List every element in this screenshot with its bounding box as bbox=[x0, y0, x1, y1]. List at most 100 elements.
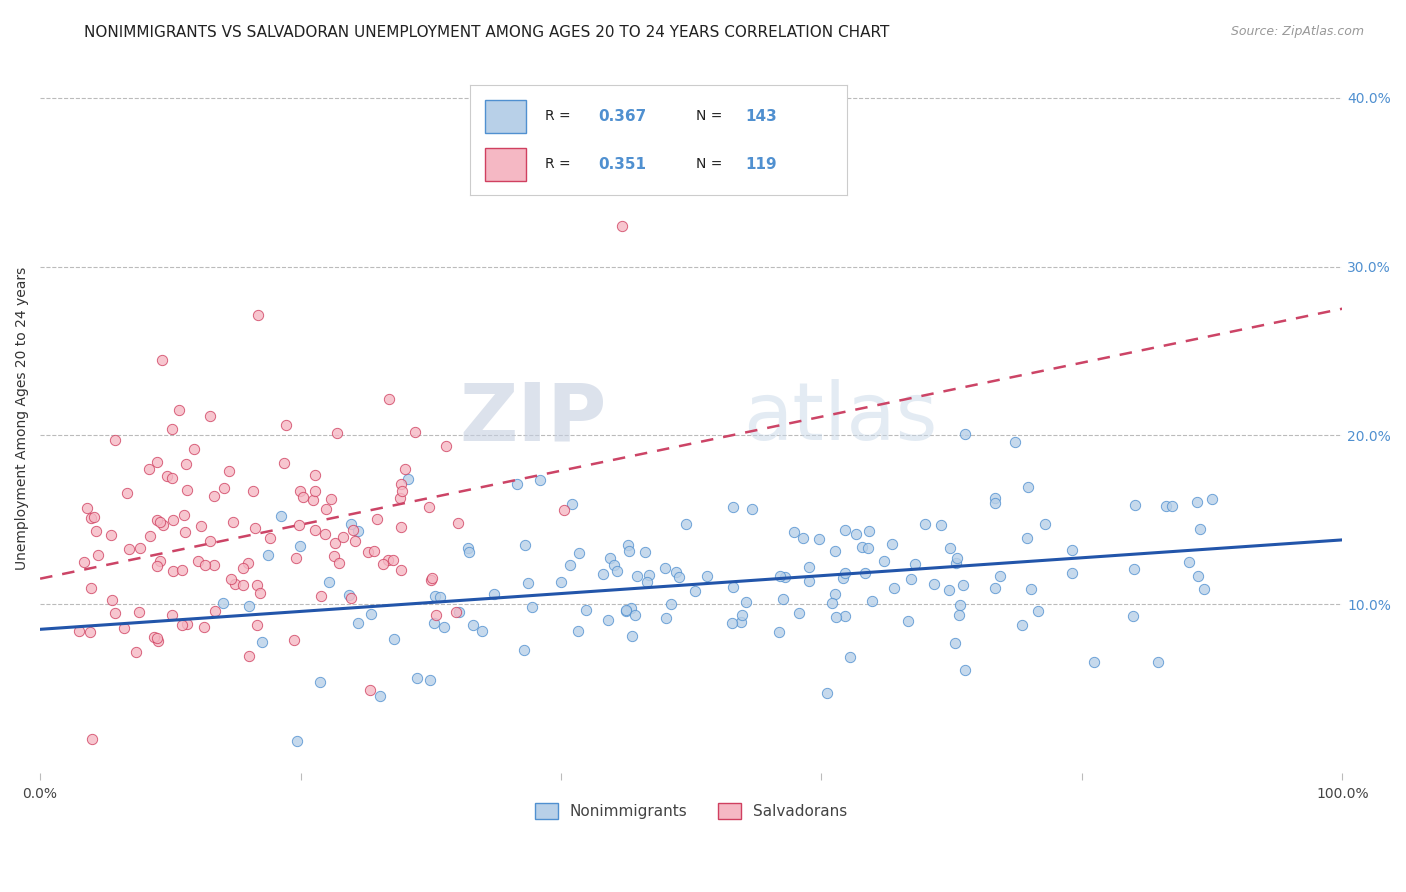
Point bbox=[984, 491, 1007, 505]
Point bbox=[943, 635, 966, 649]
Point bbox=[946, 551, 969, 566]
Point bbox=[1201, 492, 1223, 507]
Point bbox=[357, 545, 380, 559]
Point bbox=[938, 582, 960, 597]
Point bbox=[550, 575, 572, 590]
Point bbox=[173, 508, 195, 523]
Point bbox=[363, 543, 385, 558]
Point bbox=[146, 558, 169, 573]
Point bbox=[202, 489, 225, 503]
Point bbox=[832, 571, 855, 585]
Point bbox=[506, 477, 529, 491]
Point bbox=[620, 601, 643, 615]
Point bbox=[984, 496, 1007, 510]
Point bbox=[720, 616, 742, 631]
Point bbox=[242, 483, 264, 498]
Point bbox=[984, 581, 1007, 595]
Point bbox=[187, 554, 209, 568]
Point bbox=[735, 595, 758, 609]
Point bbox=[444, 605, 467, 619]
Point bbox=[638, 567, 661, 582]
Point bbox=[176, 616, 198, 631]
Point bbox=[405, 671, 427, 685]
Point bbox=[283, 633, 305, 648]
Point bbox=[721, 500, 744, 515]
Point bbox=[314, 527, 336, 541]
Point bbox=[169, 403, 191, 417]
Point bbox=[731, 608, 754, 623]
Point bbox=[218, 463, 240, 477]
Point bbox=[143, 630, 166, 644]
Point bbox=[839, 650, 862, 665]
Point bbox=[824, 587, 846, 601]
Point bbox=[146, 631, 169, 645]
Point bbox=[419, 673, 441, 687]
Point bbox=[160, 471, 183, 485]
Point bbox=[347, 524, 370, 538]
Point bbox=[382, 553, 405, 567]
Point bbox=[285, 734, 308, 748]
Point bbox=[1019, 582, 1042, 597]
Point bbox=[834, 523, 856, 537]
Point bbox=[457, 545, 479, 559]
Point bbox=[606, 564, 628, 578]
Point bbox=[236, 556, 259, 570]
Point bbox=[423, 616, 446, 631]
Point bbox=[945, 556, 967, 570]
Point bbox=[1123, 498, 1146, 512]
Point bbox=[156, 469, 179, 483]
Point bbox=[100, 528, 122, 542]
Point bbox=[513, 538, 536, 552]
Point bbox=[76, 501, 98, 516]
Point bbox=[183, 442, 205, 456]
Point bbox=[821, 596, 844, 610]
Point bbox=[914, 516, 936, 531]
Point bbox=[287, 517, 309, 532]
Point bbox=[596, 613, 619, 627]
Point bbox=[174, 457, 197, 471]
Point bbox=[858, 524, 880, 538]
Point bbox=[315, 502, 337, 516]
Point bbox=[319, 491, 342, 506]
Point bbox=[346, 615, 368, 630]
Point bbox=[145, 512, 167, 526]
Point bbox=[219, 572, 242, 586]
Point bbox=[104, 434, 127, 448]
Point bbox=[447, 516, 470, 531]
Point bbox=[204, 604, 226, 618]
Point bbox=[558, 558, 581, 572]
Point bbox=[160, 607, 183, 622]
Point bbox=[418, 500, 440, 515]
Point bbox=[87, 549, 110, 563]
Point bbox=[270, 509, 292, 524]
Point bbox=[302, 492, 325, 507]
Point bbox=[1028, 604, 1050, 618]
Point bbox=[309, 590, 332, 604]
Point bbox=[190, 519, 212, 533]
Point bbox=[924, 577, 946, 591]
Point bbox=[1178, 555, 1201, 569]
Point bbox=[817, 686, 839, 700]
Point bbox=[101, 593, 124, 607]
Point bbox=[67, 624, 90, 639]
Point bbox=[484, 587, 506, 601]
Point bbox=[198, 409, 221, 423]
Point bbox=[378, 392, 401, 406]
Point bbox=[772, 591, 794, 606]
Point bbox=[73, 555, 96, 569]
Point bbox=[394, 462, 416, 476]
Point bbox=[323, 536, 346, 550]
Point bbox=[328, 556, 350, 570]
Point bbox=[103, 607, 125, 621]
Point bbox=[389, 491, 412, 505]
Point bbox=[304, 483, 326, 498]
Point bbox=[222, 515, 245, 529]
Point bbox=[433, 620, 456, 634]
Point bbox=[274, 418, 297, 433]
Point bbox=[323, 549, 346, 564]
Point bbox=[343, 533, 366, 548]
Legend: Nonimmigrants, Salvadorans: Nonimmigrants, Salvadorans bbox=[529, 797, 853, 825]
Point bbox=[952, 578, 974, 592]
Point bbox=[340, 591, 363, 605]
Point bbox=[1189, 522, 1212, 536]
